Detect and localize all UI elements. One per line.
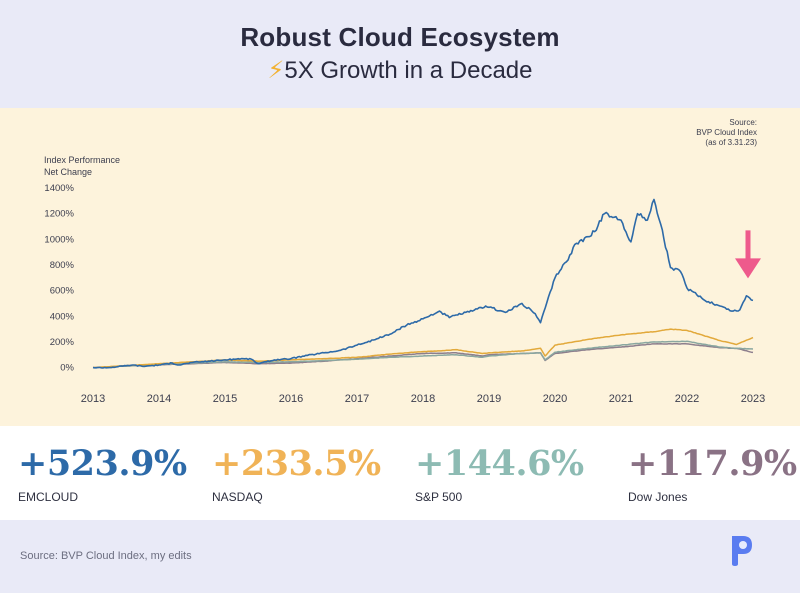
y-tick-label: 600% xyxy=(50,286,75,297)
stat-label: NASDAQ xyxy=(212,490,263,504)
stat-label: S&P 500 xyxy=(415,490,463,504)
series-lines xyxy=(92,198,754,369)
annotation-arrow xyxy=(735,230,761,279)
y-axis-label-line: Net Change xyxy=(44,167,92,177)
y-axis: 0% 200% 400% 600% 800% 1000% 1200% 1400% xyxy=(44,183,74,374)
x-tick-label: 2014 xyxy=(147,393,171,405)
y-axis-label: Index Performance Net Change xyxy=(44,155,120,177)
page-title: Robust Cloud Ecosystem xyxy=(240,22,560,52)
source-note-line: (as of 3.31.23) xyxy=(705,138,757,147)
stat-label: EMCLOUD xyxy=(18,490,79,504)
stat-nasdaq: +233.5% NASDAQ xyxy=(212,442,381,504)
y-tick-label: 1400% xyxy=(44,183,74,194)
y-tick-label: 1200% xyxy=(44,209,74,220)
y-axis-label-line: Index Performance xyxy=(44,155,120,165)
x-tick-label: 2016 xyxy=(279,393,303,405)
x-tick-label: 2019 xyxy=(477,393,501,405)
chart-panel: Source: BVP Cloud Index (as of 3.31.23) … xyxy=(0,108,800,426)
subtitle-text: 5X Growth in a Decade xyxy=(284,57,533,84)
series-line-emcloud xyxy=(92,198,754,369)
x-tick-label: 2015 xyxy=(213,393,237,405)
x-tick-label: 2017 xyxy=(345,393,369,405)
x-tick-label: 2022 xyxy=(675,393,699,405)
y-tick-label: 800% xyxy=(50,260,75,271)
x-tick-label: 2023 xyxy=(741,393,765,405)
lightning-icon: ⚡ xyxy=(267,57,285,84)
y-tick-label: 0% xyxy=(60,363,74,374)
arrow-shaft xyxy=(745,230,751,261)
stat-label: Dow Jones xyxy=(628,490,688,504)
x-tick-label: 2013 xyxy=(81,393,105,405)
source-note-line: BVP Cloud Index xyxy=(696,128,757,137)
header: Robust Cloud Ecosystem ⚡5X Growth in a D… xyxy=(0,0,800,108)
source-note-line: Source: xyxy=(729,118,757,127)
source-note: Source: BVP Cloud Index (as of 3.31.23) xyxy=(696,118,757,147)
brand-logo-icon xyxy=(732,536,752,566)
y-tick-label: 1000% xyxy=(44,234,74,245)
stats-band: +523.9% EMCLOUD +233.5% NASDAQ +144.6% S… xyxy=(0,426,800,520)
stat-value: +233.5% xyxy=(212,443,381,484)
x-tick-label: 2021 xyxy=(609,393,633,405)
x-tick-label: 2020 xyxy=(543,393,567,405)
stat-value: +144.6% xyxy=(415,443,584,484)
stat-dow-jones: +117.9% Dow Jones xyxy=(628,442,797,504)
series-line-s-p-500 xyxy=(93,340,754,369)
stat-emcloud: +523.9% EMCLOUD xyxy=(18,442,187,504)
y-tick-label: 400% xyxy=(50,311,75,322)
line-chart: Source: BVP Cloud Index (as of 3.31.23) … xyxy=(44,118,765,405)
y-tick-label: 200% xyxy=(50,337,75,348)
stat-value: +117.9% xyxy=(628,443,797,484)
stat-sp500: +144.6% S&P 500 xyxy=(415,442,584,504)
x-axis: 2013 2014 2015 2016 2017 2018 2019 2020 2021 2022… xyxy=(81,393,765,405)
footer-source: Source: BVP Cloud Index, my edits xyxy=(20,550,192,562)
x-tick-label: 2018 xyxy=(411,393,435,405)
arrow-head xyxy=(735,258,761,279)
stat-value: +523.9% xyxy=(18,443,187,484)
page-subtitle: ⚡5X Growth in a Decade xyxy=(0,56,800,85)
